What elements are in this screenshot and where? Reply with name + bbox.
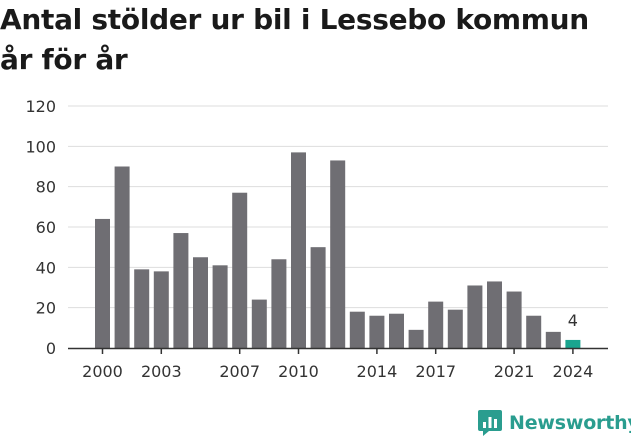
brand-logo: Newsworthy	[477, 408, 631, 438]
bar-2023	[545, 331, 561, 348]
x-tick-label: 2014	[357, 362, 398, 381]
x-tick-label: 2021	[494, 362, 535, 381]
chart-title-line1: Antal stölder ur bil i Lessebo kommun	[0, 3, 589, 36]
bar-2022	[526, 315, 542, 348]
chart-title: Antal stölder ur bil i Lessebo kommun år…	[0, 0, 625, 80]
bar-2013	[349, 311, 365, 348]
y-tick-label: 80	[36, 178, 56, 197]
bar-2004	[173, 233, 189, 348]
x-tick-label: 2010	[278, 362, 319, 381]
y-tick-label: 0	[46, 339, 56, 358]
bar-2011	[310, 247, 326, 348]
y-tick-label: 60	[36, 218, 56, 237]
x-tick-label: 2000	[82, 362, 123, 381]
y-tick-label: 20	[36, 299, 56, 318]
bar-2017	[428, 301, 444, 348]
x-tick-label: 2003	[141, 362, 182, 381]
bar-2005	[193, 257, 208, 348]
bar-2003	[153, 271, 169, 348]
bar-2000	[95, 218, 110, 348]
bar-2019	[467, 285, 483, 348]
bar-2001	[114, 166, 130, 348]
bar-2014	[369, 315, 385, 348]
bar-2002	[134, 269, 150, 348]
bar-2012	[330, 160, 346, 348]
bar-2010	[291, 152, 306, 348]
x-tick-label: 2017	[415, 362, 456, 381]
data-label-highlight: 4	[568, 311, 578, 330]
bar-2024	[565, 339, 581, 348]
bar-2009	[271, 259, 287, 348]
bar-2015	[389, 313, 404, 348]
x-tick-label: 2024	[553, 362, 594, 381]
bar-2020	[487, 281, 502, 348]
bar-2006	[212, 265, 228, 348]
brand-name: Newsworthy	[509, 412, 631, 434]
bar-2007	[232, 192, 248, 348]
y-tick-label: 40	[36, 258, 56, 277]
chart-title-line2: år för år	[0, 43, 128, 76]
bar-2016	[408, 329, 424, 348]
bar-2018	[447, 309, 463, 348]
newsworthy-icon	[478, 410, 502, 436]
y-tick-label: 100	[25, 137, 56, 156]
x-tick-label: 2007	[219, 362, 260, 381]
bar-2021	[506, 291, 522, 348]
bar-2008	[251, 299, 267, 348]
y-tick-label: 120	[25, 97, 56, 116]
